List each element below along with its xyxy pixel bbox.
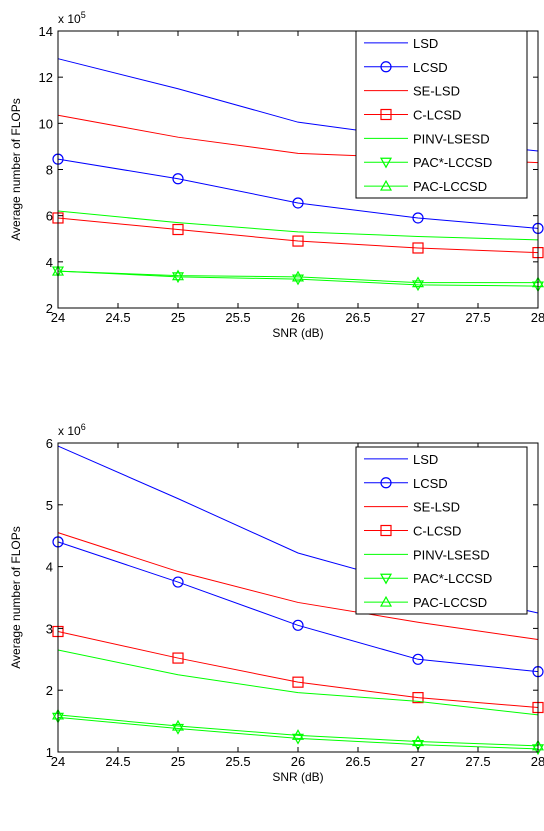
data-point bbox=[411, 735, 425, 747]
data-point bbox=[171, 272, 185, 284]
y-tick-label: 8 bbox=[46, 163, 53, 178]
y-axis-label: Average number of FLOPs bbox=[9, 526, 23, 669]
series-line bbox=[57, 631, 539, 709]
y-tick-label: 1 bbox=[46, 745, 53, 760]
bottom-chart: 24 24.5 25 25.5 26 26.5 27 27.5 28 1 2 3 4 5 6 x 106 SNR… bbox=[9, 422, 544, 784]
legend-marker bbox=[379, 157, 393, 169]
y-tick-label: 12 bbox=[39, 70, 53, 85]
legend-marker bbox=[380, 524, 392, 537]
y-tick-label: 6 bbox=[46, 436, 53, 451]
legend-label: SE-LSD bbox=[413, 500, 460, 515]
data-point bbox=[171, 269, 185, 281]
legend-marker bbox=[379, 179, 393, 191]
legend-label: C-LCSD bbox=[413, 108, 461, 123]
data-point bbox=[292, 676, 304, 688]
series-line bbox=[57, 541, 539, 673]
y-axis-label: Average number of FLOPs bbox=[9, 98, 23, 241]
legend: LSD LCSD SE-LSD C-LCSD PINV-LSESD PAC*-LCCSD P… bbox=[355, 30, 528, 199]
x-tick-label: 27 bbox=[411, 310, 425, 325]
legend-label: LCSD bbox=[413, 476, 448, 491]
y-tick-label: 3 bbox=[46, 621, 53, 636]
legend: LSD LCSD SE-LSD C-LCSD PINV-LSESD PAC*-LCCSD P… bbox=[355, 446, 528, 615]
legend-label: LSD bbox=[413, 36, 438, 51]
data-point bbox=[412, 692, 424, 704]
series-line bbox=[57, 217, 539, 254]
x-tick-label: 28 bbox=[531, 310, 544, 325]
x-tick-label: 27.5 bbox=[465, 310, 490, 325]
x-tick-label: 24 bbox=[51, 754, 65, 769]
x-tick-label: 25.5 bbox=[225, 310, 250, 325]
data-point bbox=[291, 729, 305, 740]
x-tick-label: 24.5 bbox=[105, 754, 130, 769]
legend-label: PAC*-LCCSD bbox=[413, 155, 492, 170]
y-tick-label: 6 bbox=[46, 209, 53, 224]
series-line bbox=[57, 532, 539, 641]
x-tick-label: 28 bbox=[531, 754, 544, 769]
series-line bbox=[57, 649, 539, 716]
x-axis-label: SNR (dB) bbox=[272, 326, 323, 340]
legend-label: PINV-LSESD bbox=[413, 547, 490, 562]
data-point bbox=[292, 197, 304, 209]
legend-marker bbox=[380, 61, 392, 73]
data-point bbox=[292, 235, 304, 247]
x-tick-label: 25 bbox=[171, 310, 185, 325]
x-tick-label: 25.5 bbox=[225, 754, 250, 769]
legend-label: PAC-LCCSD bbox=[413, 595, 487, 610]
x-tick-label: 24.5 bbox=[105, 310, 130, 325]
legend-label: LSD bbox=[413, 452, 438, 467]
series-line bbox=[57, 270, 539, 287]
x-tick-label: 27.5 bbox=[465, 754, 490, 769]
data-point bbox=[171, 719, 185, 731]
legend-label: SE-LSD bbox=[413, 84, 460, 99]
x-tick-label: 26.5 bbox=[345, 310, 370, 325]
y-tick-label: 10 bbox=[39, 116, 53, 131]
data-point bbox=[412, 242, 424, 254]
legend-label: LCSD bbox=[413, 60, 448, 75]
x-tick-label: 26.5 bbox=[345, 754, 370, 769]
series-line bbox=[57, 714, 539, 747]
axis-multiplier: x 106 bbox=[58, 422, 86, 438]
data-point bbox=[291, 270, 305, 282]
x-tick-label: 27 bbox=[411, 754, 425, 769]
data-point bbox=[172, 652, 184, 664]
legend-marker bbox=[379, 595, 393, 607]
data-point bbox=[172, 576, 184, 588]
legend-label: PAC-LCCSD bbox=[413, 179, 487, 194]
x-tick-label: 25 bbox=[171, 754, 185, 769]
y-tick-label: 2 bbox=[46, 301, 53, 316]
x-tick-label: 26 bbox=[291, 310, 305, 325]
data-point bbox=[171, 723, 185, 735]
legend-marker bbox=[379, 573, 393, 585]
legend-label: PAC*-LCCSD bbox=[413, 571, 492, 586]
x-axis-label: SNR (dB) bbox=[272, 770, 323, 784]
series-line bbox=[57, 158, 539, 229]
legend-marker bbox=[380, 108, 392, 121]
series-line bbox=[57, 716, 539, 750]
data-point bbox=[412, 653, 424, 665]
legend-label: C-LCSD bbox=[413, 524, 461, 539]
axis-multiplier: x 105 bbox=[58, 10, 86, 26]
data-point bbox=[412, 212, 424, 224]
y-tick-label: 14 bbox=[39, 24, 53, 39]
y-tick-label: 5 bbox=[46, 498, 53, 513]
legend-label: PINV-LSESD bbox=[413, 131, 490, 146]
data-point bbox=[411, 276, 425, 288]
y-tick-label: 4 bbox=[46, 255, 53, 270]
data-point bbox=[411, 280, 425, 292]
y-tick-label: 4 bbox=[46, 560, 53, 575]
data-point bbox=[291, 274, 305, 286]
x-tick-label: 24 bbox=[51, 310, 65, 325]
x-tick-label: 26 bbox=[291, 754, 305, 769]
y-tick-label: 2 bbox=[46, 683, 53, 698]
series-line bbox=[57, 210, 539, 241]
series-line bbox=[57, 270, 538, 284]
data-point bbox=[292, 619, 304, 631]
legend-marker bbox=[380, 477, 392, 489]
data-point bbox=[172, 223, 184, 236]
data-point bbox=[172, 173, 184, 185]
